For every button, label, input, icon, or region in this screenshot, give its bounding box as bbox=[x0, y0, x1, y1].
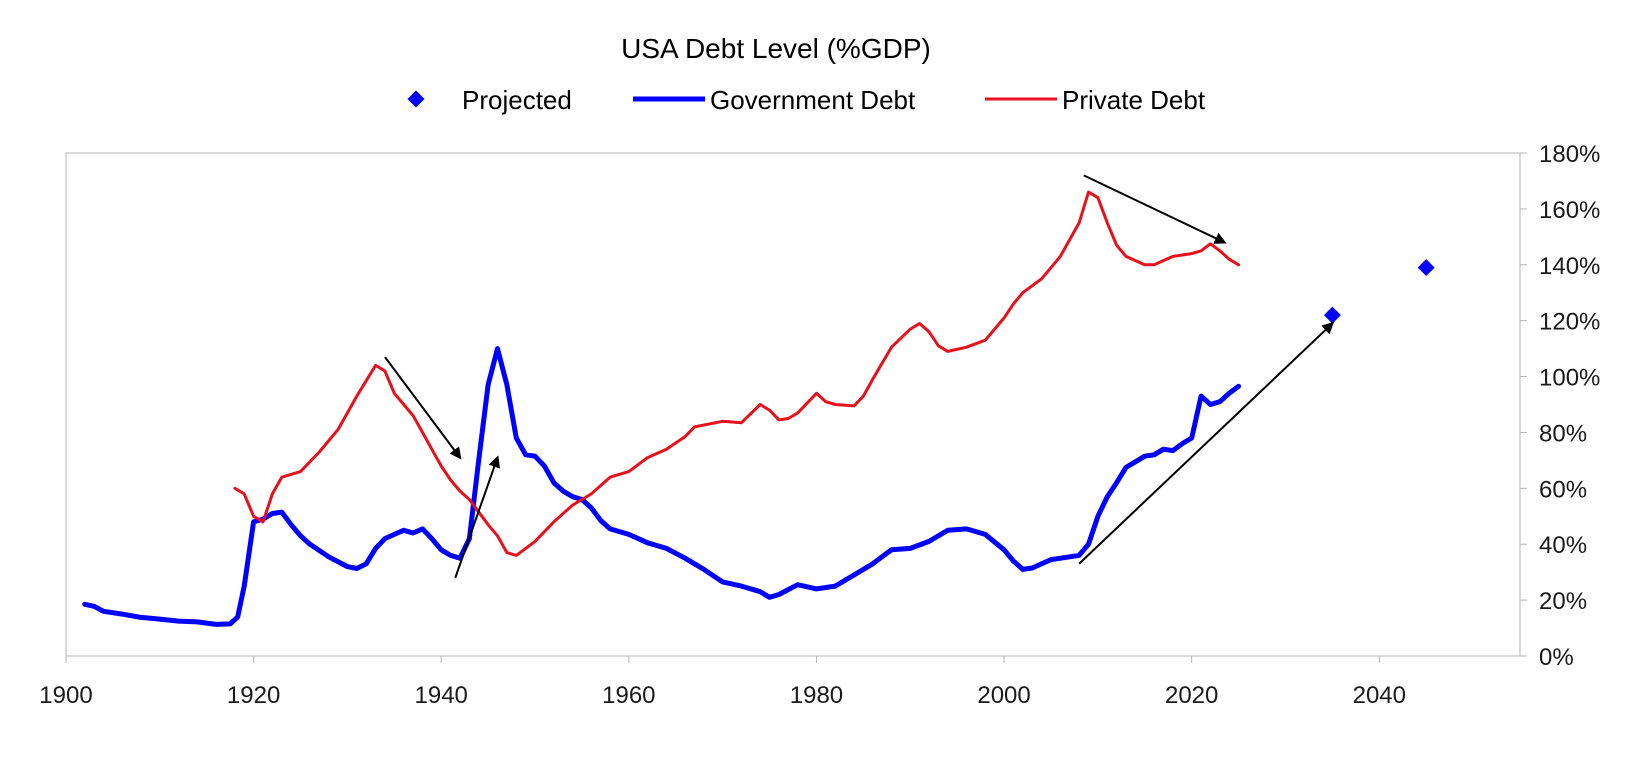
series-layer bbox=[82, 190, 1435, 627]
legend-projected-label: Projected bbox=[462, 85, 572, 115]
projected-point bbox=[1417, 259, 1435, 277]
y-tick-label: 100% bbox=[1539, 365, 1600, 392]
y-tick-label: 0% bbox=[1539, 644, 1574, 671]
chart-title: USA Debt Level (%GDP) bbox=[621, 33, 931, 64]
y-tick-label: 180% bbox=[1539, 141, 1600, 168]
y-tick-label: 40% bbox=[1539, 532, 1587, 559]
y-tick-label: 140% bbox=[1539, 253, 1600, 280]
x-tick-label: 1900 bbox=[39, 682, 92, 709]
y-axis: 0% 20% 40% 60% 80% 100% 120% 140% 160% 180% bbox=[1520, 141, 1600, 671]
annotation-arrow bbox=[1078, 321, 1335, 565]
projected-point bbox=[1323, 306, 1341, 324]
x-tick-label: 1920 bbox=[227, 682, 280, 709]
x-tick-label: 2020 bbox=[1165, 682, 1218, 709]
y-tick-label: 160% bbox=[1539, 197, 1600, 224]
annotation-arrow bbox=[1083, 174, 1227, 244]
legend-projected-marker bbox=[407, 90, 425, 108]
x-tick-label: 2040 bbox=[1353, 682, 1406, 709]
government-debt-line bbox=[82, 346, 1242, 627]
y-tick-label: 80% bbox=[1539, 420, 1587, 447]
x-tick-label: 1940 bbox=[415, 682, 468, 709]
plot-area bbox=[65, 152, 1521, 657]
x-tick-label: 1980 bbox=[790, 682, 843, 709]
private-debt-line bbox=[233, 190, 1241, 557]
y-tick-label: 120% bbox=[1539, 309, 1600, 336]
y-tick-label: 20% bbox=[1539, 588, 1587, 615]
x-axis: 1900 1920 1940 1960 1980 2000 2020 2040 bbox=[39, 656, 1406, 709]
chart-legend: Projected Government Debt Private Debt bbox=[407, 85, 1206, 115]
x-tick-label: 2000 bbox=[977, 682, 1030, 709]
legend-private-debt-label: Private Debt bbox=[1062, 85, 1206, 115]
y-tick-label: 60% bbox=[1539, 476, 1587, 503]
annotation-layer bbox=[384, 174, 1335, 579]
annotation-arrow bbox=[384, 356, 462, 460]
legend-government-debt-label: Government Debt bbox=[710, 85, 916, 115]
annotation-arrow bbox=[454, 455, 500, 579]
x-tick-label: 1960 bbox=[602, 682, 655, 709]
